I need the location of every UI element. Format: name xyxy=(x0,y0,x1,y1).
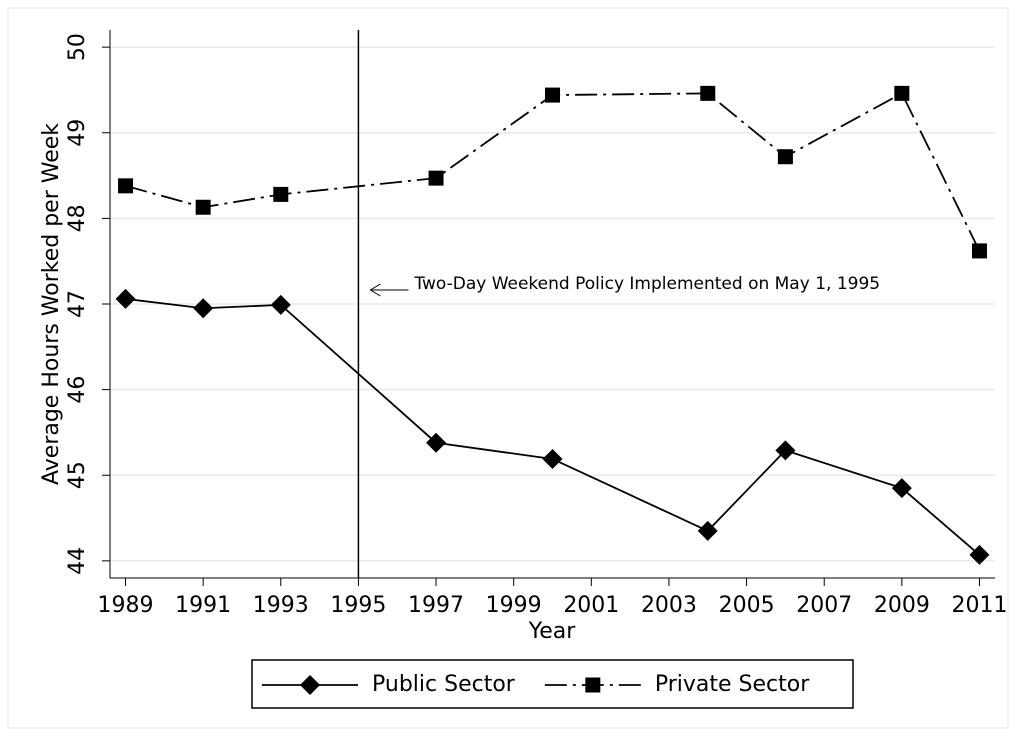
x-tick-label: 1999 xyxy=(486,593,542,618)
y-tick-label: 48 xyxy=(65,204,90,232)
marker xyxy=(428,170,444,186)
marker xyxy=(777,149,793,165)
marker xyxy=(542,448,563,469)
x-tick-label: 2009 xyxy=(874,593,930,618)
legend-label: Public Sector xyxy=(372,672,516,697)
y-tick-label: 50 xyxy=(65,33,90,61)
x-tick-label: 1991 xyxy=(175,593,231,618)
marker xyxy=(118,178,134,194)
marker xyxy=(971,243,987,259)
marker xyxy=(300,675,320,695)
x-tick-label: 1993 xyxy=(253,593,309,618)
marker xyxy=(115,288,136,309)
marker xyxy=(969,544,990,565)
marker xyxy=(195,199,211,215)
legend-box xyxy=(251,659,854,709)
x-tick-label: 2011 xyxy=(951,593,1007,618)
y-axis-title: Average Hours Worked per Week xyxy=(39,123,64,485)
marker xyxy=(697,520,718,541)
legend-label: Private Sector xyxy=(655,672,810,697)
y-tick-label: 46 xyxy=(65,376,90,404)
x-tick-label: 2001 xyxy=(563,593,619,618)
x-tick-label: 2007 xyxy=(796,593,852,618)
x-axis-title: Year xyxy=(528,619,577,644)
x-tick-label: 2005 xyxy=(719,593,775,618)
marker xyxy=(894,85,910,101)
y-tick-label: 49 xyxy=(65,119,90,147)
marker xyxy=(426,432,447,453)
y-tick-label: 44 xyxy=(65,547,90,575)
annotation-arrow xyxy=(369,283,409,297)
y-tick-label: 45 xyxy=(65,461,90,489)
y-tick-label: 47 xyxy=(65,290,90,318)
marker xyxy=(193,298,214,319)
marker xyxy=(585,677,601,693)
x-tick-label: 1995 xyxy=(330,593,386,618)
marker xyxy=(270,294,291,315)
x-tick-label: 2003 xyxy=(641,593,697,618)
x-tick-label: 1989 xyxy=(98,593,154,618)
marker xyxy=(775,440,796,461)
annotation: Two-Day Weekend Policy Implemented on Ma… xyxy=(413,274,880,294)
marker xyxy=(545,87,560,103)
x-tick-label: 1997 xyxy=(408,593,464,618)
marker xyxy=(700,85,716,101)
marker xyxy=(273,186,289,202)
marker xyxy=(891,478,912,499)
frame xyxy=(7,7,1009,729)
